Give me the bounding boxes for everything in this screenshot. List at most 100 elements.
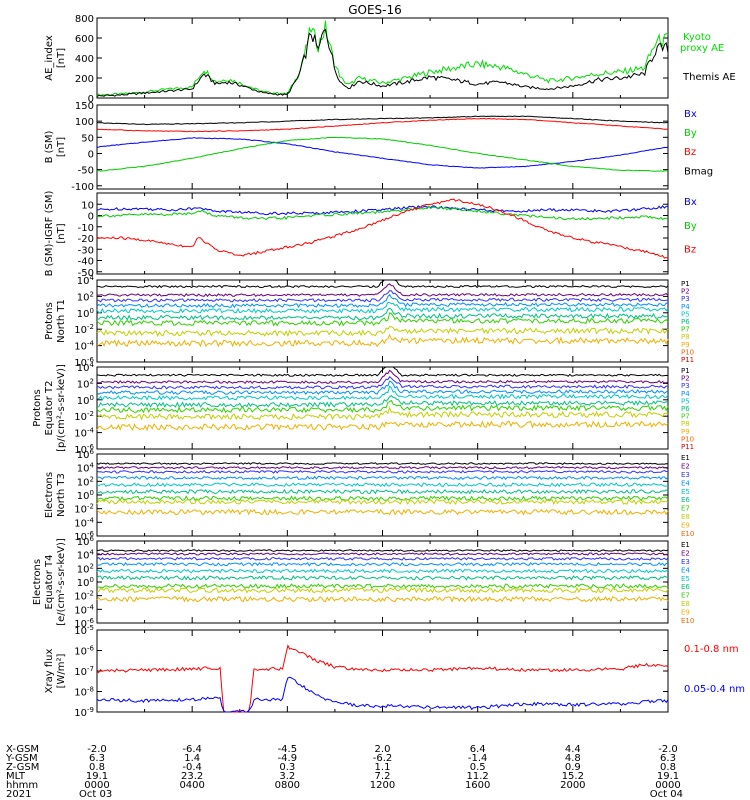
channel-line-p6	[96, 394, 669, 408]
x-axis-value-1-3: 23.2	[181, 771, 203, 782]
channel-line-p7	[96, 312, 669, 327]
y-axis-label-line-1: [nT]	[56, 48, 67, 68]
x-axis-value-6-2: 0.8	[660, 762, 676, 773]
x-axis-row-label-x-gsm: X-GSM	[6, 744, 39, 755]
y-tick-label-1: 100	[75, 117, 94, 128]
legend-e3-label: E3	[681, 471, 690, 479]
legend-p6-label: P6	[681, 405, 690, 413]
x-axis-value-6-0: -2.0	[658, 744, 678, 755]
x-axis-value-0-2: 0.8	[89, 762, 105, 773]
y-tick-label-0: 10	[81, 200, 94, 211]
x-axis-value-4-2: 0.5	[470, 762, 486, 773]
series-line-bx	[96, 137, 669, 169]
y-axis-label-line-0: Protons	[44, 302, 55, 339]
legend-p1-label: P1	[681, 367, 690, 375]
panel-bigrf: 100-10-20-30-40-50 B (SM)-IGRF (SM) [nT] Bx…	[44, 191, 697, 279]
x-axis-value-4-1: -1.4	[468, 753, 488, 764]
x-axis-row-label-y-gsm: Y-GSM	[5, 753, 38, 764]
channel-line-p4	[96, 293, 669, 309]
legend-p1-label: P1	[681, 280, 690, 288]
x-axis-value-4-0: 6.4	[470, 744, 486, 755]
y-axis-label-line-2: [e/(cm²-s-sr-keV)]	[56, 538, 67, 626]
y-tick-label-4: -30	[78, 245, 94, 256]
channel-line-p9	[96, 420, 669, 432]
channel-line-e5	[96, 568, 669, 574]
channel-line-e1	[96, 462, 669, 465]
panel-frame	[96, 192, 669, 275]
x-axis-value-6-4: 0000	[655, 780, 680, 791]
y-axis-label-line-2: [p/(cm²-s-sr-keV)]	[56, 364, 67, 452]
legend-p8-label: P8	[681, 333, 690, 341]
panel-frame	[96, 279, 669, 363]
channel-line-e7	[96, 583, 669, 589]
y-tick-label-0: 150	[75, 101, 94, 112]
channel-line-p9	[97, 333, 669, 348]
series-line-kyoto-proxy-ae	[96, 20, 669, 97]
y-tick-label-3: 200	[75, 74, 94, 85]
y-tick-label-2: 102	[77, 475, 94, 488]
series-line-bz	[96, 198, 669, 259]
y-tick-label-1: 104	[77, 462, 95, 475]
x-axis-value-0-3: 19.1	[86, 771, 108, 782]
series-line-themis-ae	[96, 28, 669, 98]
x-axis-value-3-2: 1.1	[375, 762, 391, 773]
channel-line-p8	[96, 326, 669, 337]
y-axis-label-line-1: [nT]	[56, 137, 67, 157]
legend-e1-label: E1	[681, 454, 690, 462]
x-axis-value-2-0: -4.5	[278, 744, 298, 755]
y-tick-label-0: 104	[77, 361, 95, 374]
panel-xray: 10-5 10-6 10-7 10-8 10-9 Xray flux [W/m²] 0.1-0…	[44, 624, 745, 719]
y-tick-label-2: 400	[75, 54, 94, 65]
channel-line-e2	[96, 465, 669, 470]
legend-by-label: By	[684, 221, 697, 232]
y-tick-label-4: 10-4	[74, 427, 94, 440]
panel-frame	[96, 104, 669, 190]
x-axis-value-1-0: -6.4	[182, 744, 202, 755]
legend-e9-label: E9	[681, 609, 690, 617]
series-line-0-1-0-8-nm	[96, 644, 669, 713]
series-line-bmag	[96, 115, 669, 126]
legend-e4-label: E4	[681, 479, 690, 487]
y-axis-label-line-0: B (SM)	[44, 130, 55, 163]
x-axis-row-label-mlt: MLT	[6, 771, 26, 782]
y-axis-label-line-1: [W/m²]	[56, 653, 67, 688]
legend-p9-label: P9	[681, 341, 690, 349]
y-axis-label-line-0: Electrons	[44, 472, 55, 518]
channel-line-p5	[96, 301, 669, 314]
panel-bsm: 150 100 50 0 -50 -100 B (SM) [nT] Bx By Bz Bmag	[44, 101, 713, 193]
y-tick-label-1: 102	[77, 290, 94, 303]
legend-p7-label: P7	[681, 413, 690, 421]
x-axis-value-5-4: 2000	[560, 780, 585, 791]
x-axis-value-6-5: Oct 04	[650, 789, 683, 800]
legend-long-channel-label: 0.1-0.8 nm	[684, 644, 739, 655]
legend-proxy-ae-label: proxy AE	[680, 43, 724, 54]
y-tick-label-4: 10-2	[74, 590, 94, 603]
x-axis-value-5-0: 4.4	[565, 744, 581, 755]
x-axis-value-5-3: 15.2	[562, 771, 584, 782]
channel-line-p1	[96, 366, 669, 377]
x-axis-value-3-1: -6.2	[373, 753, 393, 764]
channel-line-p1	[97, 279, 669, 289]
y-tick-label-0: 800	[75, 14, 94, 25]
channel-line-p7	[96, 399, 669, 414]
y-axis-label-line-0: AE_index	[44, 35, 55, 81]
legend-e8-label: E8	[681, 513, 690, 521]
channel-line-e8	[96, 498, 669, 506]
x-axis-value-4-4: 1600	[465, 780, 490, 791]
x-axis-value-3-4: 1200	[370, 780, 395, 791]
y-axis-label-line-1: [nT]	[56, 223, 67, 243]
x-axis-value-0-1: 6.3	[89, 753, 105, 764]
channel-line-e9	[96, 508, 669, 516]
series-line-bz	[96, 117, 669, 133]
legend-bx-label: Bx	[684, 109, 697, 120]
legend-p2-label: P2	[681, 288, 690, 296]
legend-e10-label: E10	[681, 617, 694, 625]
channel-line-p3	[96, 376, 669, 390]
legend-bsm: Bx By Bz Bmag	[684, 109, 713, 177]
